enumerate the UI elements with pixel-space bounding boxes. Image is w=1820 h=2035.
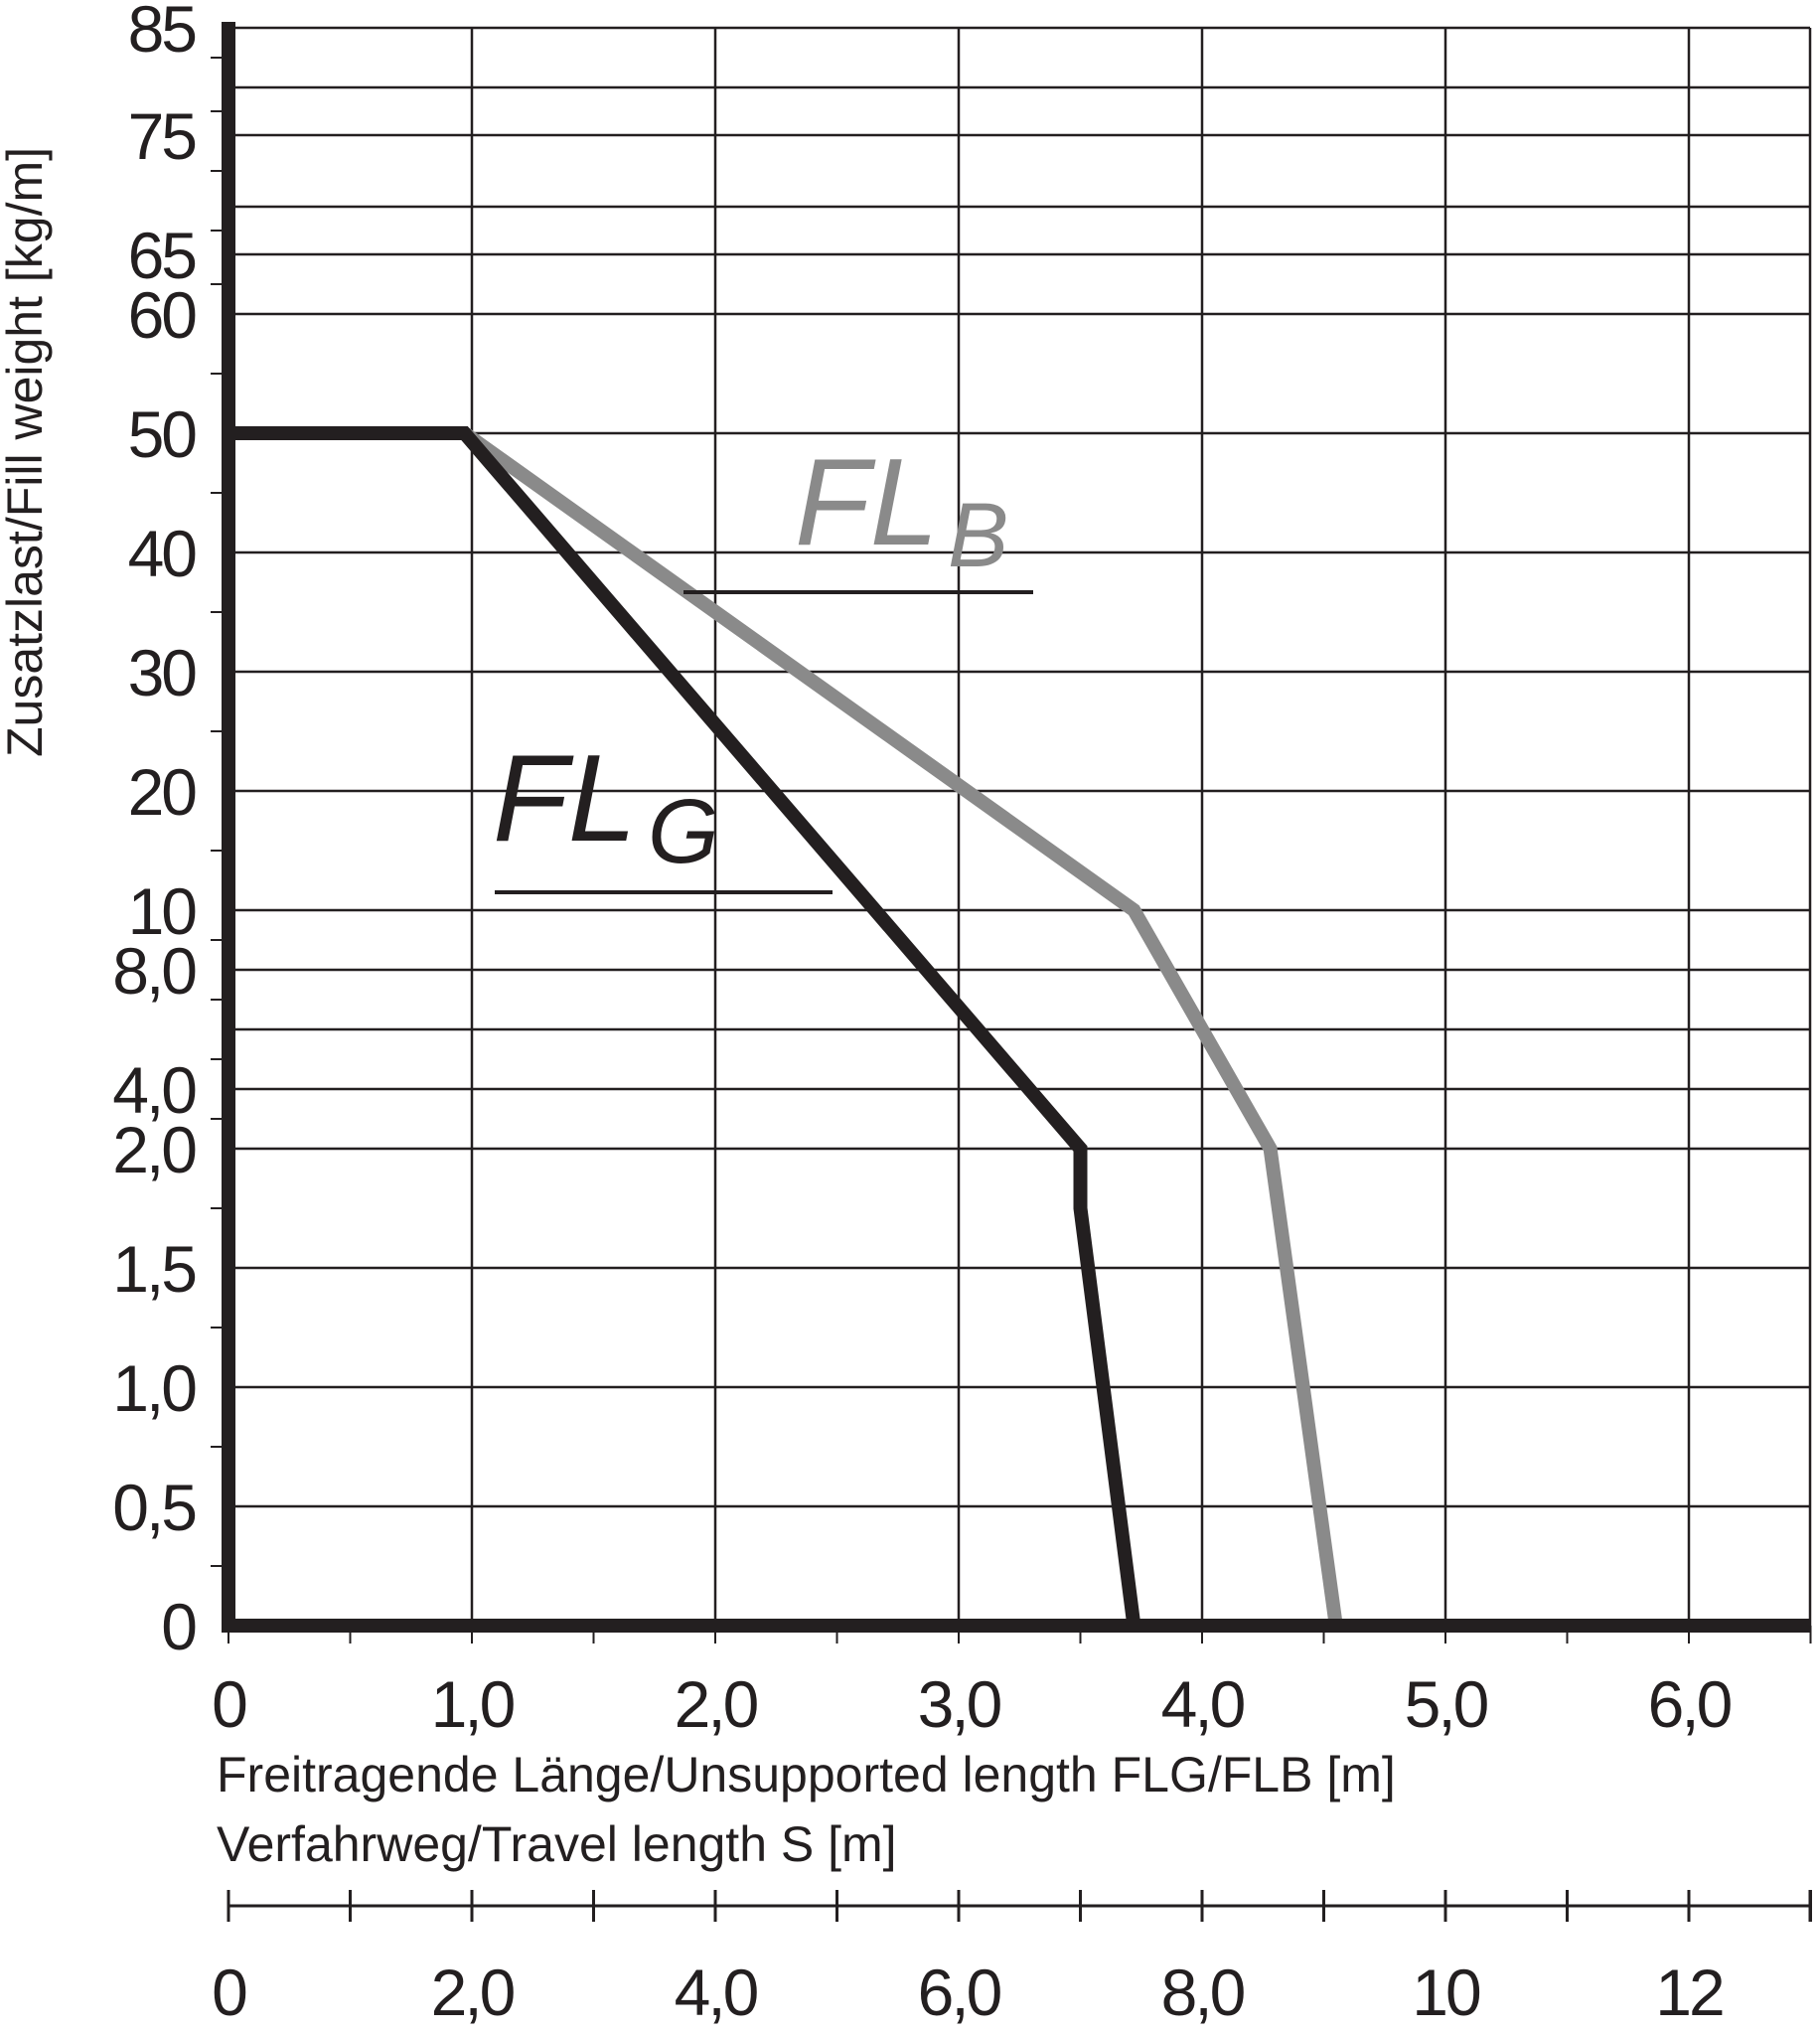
x2-tick-label: 2,0 [431, 1956, 515, 2029]
series-label-flb-main: FL [795, 434, 939, 571]
x2-tick-label: 10 [1412, 1956, 1480, 2029]
axes [222, 22, 1810, 1633]
x-tick-label: 1,0 [431, 1667, 515, 1741]
y-tick-label: 75 [128, 99, 196, 173]
x2-tick-label: 8,0 [1161, 1956, 1245, 2029]
minor-ticks [211, 57, 1812, 1644]
series-label-flg-sub: G [648, 781, 719, 882]
series-label-flb-sub: B [948, 485, 1008, 586]
x-tick-labels: 0 1,0 2,0 3,0 4,0 5,0 6,0 [212, 1667, 1735, 1741]
y-tick-label: 20 [128, 755, 197, 829]
y-tick-label: 85 [128, 0, 196, 66]
y-tick-label: 60 [128, 278, 197, 352]
y-tick-label: 0 [161, 1590, 196, 1663]
y-tick-label: 4,0 [112, 1053, 196, 1127]
y-tick-label: 40 [128, 517, 197, 590]
series-label-flb: FL B [683, 434, 1033, 594]
y-axis-title: Zusatzlast/Fill weight [kg/m] [0, 147, 53, 757]
y-tick-label: 10 [128, 874, 197, 948]
x-tick-label: 2,0 [675, 1667, 758, 1741]
y-tick-label: 0,5 [112, 1471, 195, 1544]
x2-axis-title: Verfahrweg/Travel length S [m] [217, 1816, 897, 1872]
series-label-flg: FL G [493, 730, 833, 894]
y-tick-label: 2,0 [112, 1113, 196, 1186]
x-axis-title: Freitragende Länge/Unsupported length FL… [217, 1747, 1396, 1802]
series-label-flg-main: FL [493, 730, 637, 867]
x-tick-label: 4,0 [1161, 1667, 1245, 1741]
y-tick-label: 30 [128, 636, 197, 709]
y-tick-label: 50 [128, 397, 197, 471]
x-tick-label: 6,0 [1648, 1667, 1732, 1741]
y-tick-label: 8,0 [112, 934, 196, 1008]
x2-tick-label: 12 [1655, 1956, 1723, 2029]
y-tick-label: 1,0 [112, 1351, 196, 1425]
y-tick-label: 1,5 [112, 1232, 195, 1306]
y-tick-label: 65 [128, 219, 196, 292]
grid [227, 26, 1812, 1626]
x2-tick-label: 0 [212, 1956, 246, 2029]
series-layer [228, 426, 1343, 1627]
series-line-fl-b [460, 427, 1343, 1627]
x2-tick-label: 4,0 [675, 1956, 758, 2029]
x2-tick-label: 6,0 [918, 1956, 1001, 2029]
series-line-fl-g [228, 426, 1141, 1627]
travel-length-axis: 0 2,0 4,0 6,0 8,0 10 12 [212, 1890, 1812, 2029]
x-tick-label: 5,0 [1405, 1667, 1488, 1741]
x-tick-label: 3,0 [918, 1667, 1001, 1741]
x-tick-label: 0 [212, 1667, 246, 1741]
